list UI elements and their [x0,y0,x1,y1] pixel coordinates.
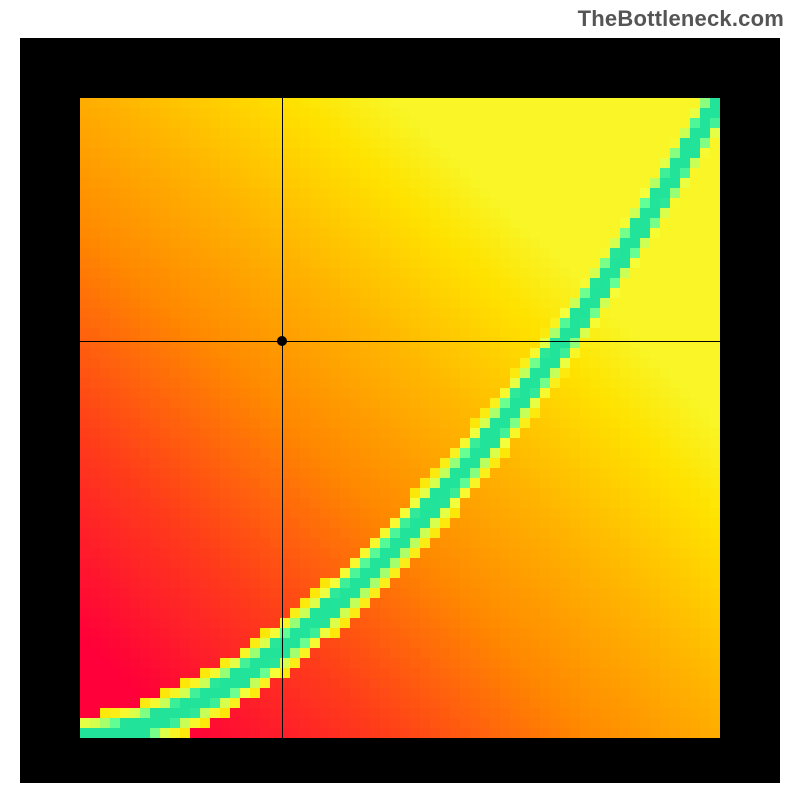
heatmap-canvas [80,98,720,738]
crosshair-horizontal [80,341,720,342]
crosshair-vertical [282,98,283,738]
root: TheBottleneck.com [0,0,800,800]
watermark-text: TheBottleneck.com [578,6,784,32]
heatmap-outer-frame [20,38,780,783]
